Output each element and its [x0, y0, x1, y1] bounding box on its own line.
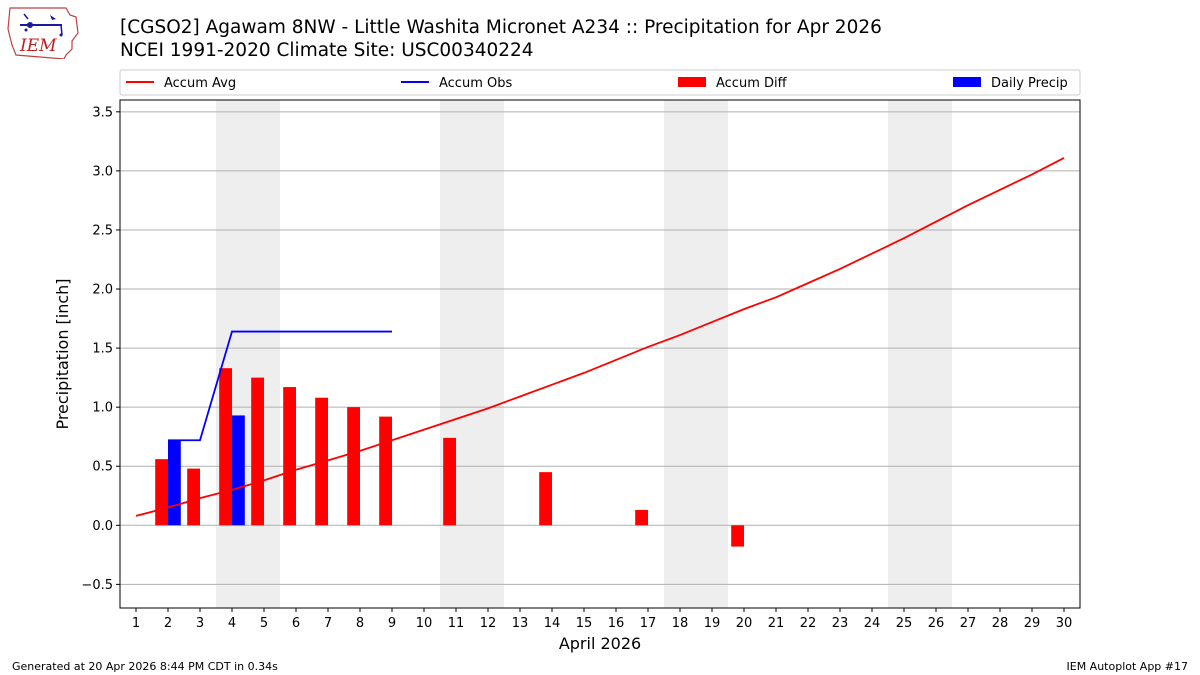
- iem-logo-graphic: IEM: [7, 7, 79, 60]
- y-tick-label: 0.0: [92, 519, 113, 534]
- x-tick-label: 6: [292, 616, 300, 631]
- y-tick-label: 2.0: [92, 283, 113, 298]
- legend-label-1: Accum Avg: [164, 76, 236, 91]
- x-tick-label: 29: [1024, 616, 1041, 631]
- legend-label-2: Accum Obs: [439, 76, 512, 91]
- accum-obs-line: [168, 330, 392, 442]
- daily-precip-bar: [168, 440, 181, 526]
- x-tick-label: 27: [960, 616, 977, 631]
- accum-diff-bar: [379, 416, 392, 526]
- accum-diff-bar: [443, 437, 456, 526]
- accum-diff-bar: [251, 377, 264, 526]
- y-tick-label: 2.5: [92, 223, 113, 238]
- x-tick-label: 28: [992, 616, 1009, 631]
- accum-diff-bar: [187, 468, 200, 526]
- legend-swatch-3: [678, 77, 706, 87]
- accum-diff-bar: [347, 407, 360, 526]
- legend: Accum Avg Accum Obs Accum Diff Daily Precip: [119, 69, 1081, 96]
- x-tick-label: 23: [832, 616, 849, 631]
- chart-subtitle: NCEI 1991-2020 Climate Site: USC00340224: [120, 40, 534, 61]
- x-tick-label: 4: [228, 616, 236, 631]
- y-axis-ticks: −0.5 0.0 0.5 1.0 1.5 2.0 2.5 3.0 3.5: [81, 105, 120, 593]
- x-tick-label: 25: [896, 616, 913, 631]
- legend-label-3: Accum Diff: [716, 76, 788, 91]
- x-tick-label: 30: [1056, 616, 1073, 631]
- x-tick-label: 22: [800, 616, 817, 631]
- accum-diff-bar: [635, 509, 648, 526]
- y-tick-label: 1.5: [92, 342, 113, 357]
- x-tick-label: 5: [260, 616, 268, 631]
- x-tick-label: 13: [512, 616, 529, 631]
- y-tick-label: 0.5: [92, 460, 113, 475]
- lines: [135, 157, 1065, 517]
- x-tick-label: 17: [640, 616, 657, 631]
- weekend-shading: [216, 100, 952, 608]
- weekend-shade-2: [440, 100, 504, 608]
- x-axis-ticks: 1 2 3 4 5 6 7 8 9 10 11 12 13 14 15 16 17 18 19 20 21 22 23 24 2…: [132, 608, 1072, 631]
- x-tick-label: 19: [704, 616, 721, 631]
- app-note: IEM Autoplot App #17: [1066, 660, 1189, 673]
- x-tick-label: 9: [388, 616, 396, 631]
- accum-diff-bar: [155, 459, 168, 526]
- legend-box: [119, 69, 1081, 96]
- x-axis-label: April 2026: [559, 634, 641, 653]
- x-tick-label: 20: [736, 616, 753, 631]
- accum-diff-bar: [539, 472, 552, 526]
- grid-lines: [120, 111, 1080, 585]
- generated-note: Generated at 20 Apr 2026 8:44 PM CDT in …: [12, 660, 278, 673]
- x-tick-label: 16: [608, 616, 625, 631]
- x-tick-label: 3: [196, 616, 204, 631]
- accum-diff-bar: [219, 368, 232, 526]
- legend-swatch-4: [953, 77, 981, 87]
- x-tick-label: 8: [356, 616, 364, 631]
- x-tick-label: 21: [768, 616, 785, 631]
- y-axis-label: Precipitation [inch]: [53, 278, 72, 429]
- iem-logo: IEM: [6, 5, 82, 63]
- x-tick-label: 7: [324, 616, 332, 631]
- x-tick-label: 18: [672, 616, 689, 631]
- weekend-shade-3: [664, 100, 728, 608]
- y-tick-label: 3.5: [92, 105, 113, 120]
- weekend-shade-4: [888, 100, 952, 608]
- chart-title: [CGSO2] Agawam 8NW - Little Washita Micr…: [120, 17, 882, 38]
- x-tick-label: 24: [864, 616, 881, 631]
- y-tick-label: 3.0: [92, 164, 113, 179]
- x-tick-label: 10: [416, 616, 433, 631]
- x-tick-label: 14: [544, 616, 561, 631]
- x-tick-label: 12: [480, 616, 497, 631]
- x-tick-label: 15: [576, 616, 593, 631]
- y-tick-label: 1.0: [92, 401, 113, 416]
- logo-text: IEM: [19, 36, 57, 56]
- x-tick-label: 2: [164, 616, 172, 631]
- accum-diff-bar: [731, 525, 744, 547]
- accum-avg-line: [135, 157, 1065, 517]
- plot-frame: [119, 99, 1081, 609]
- y-tick-label: −0.5: [81, 578, 113, 593]
- x-tick-label: 11: [448, 616, 465, 631]
- daily-precip-bar: [232, 415, 245, 526]
- x-tick-label: 26: [928, 616, 945, 631]
- x-tick-label: 1: [132, 616, 140, 631]
- legend-label-4: Daily Precip: [991, 76, 1068, 91]
- accum-diff-bar: [283, 387, 296, 526]
